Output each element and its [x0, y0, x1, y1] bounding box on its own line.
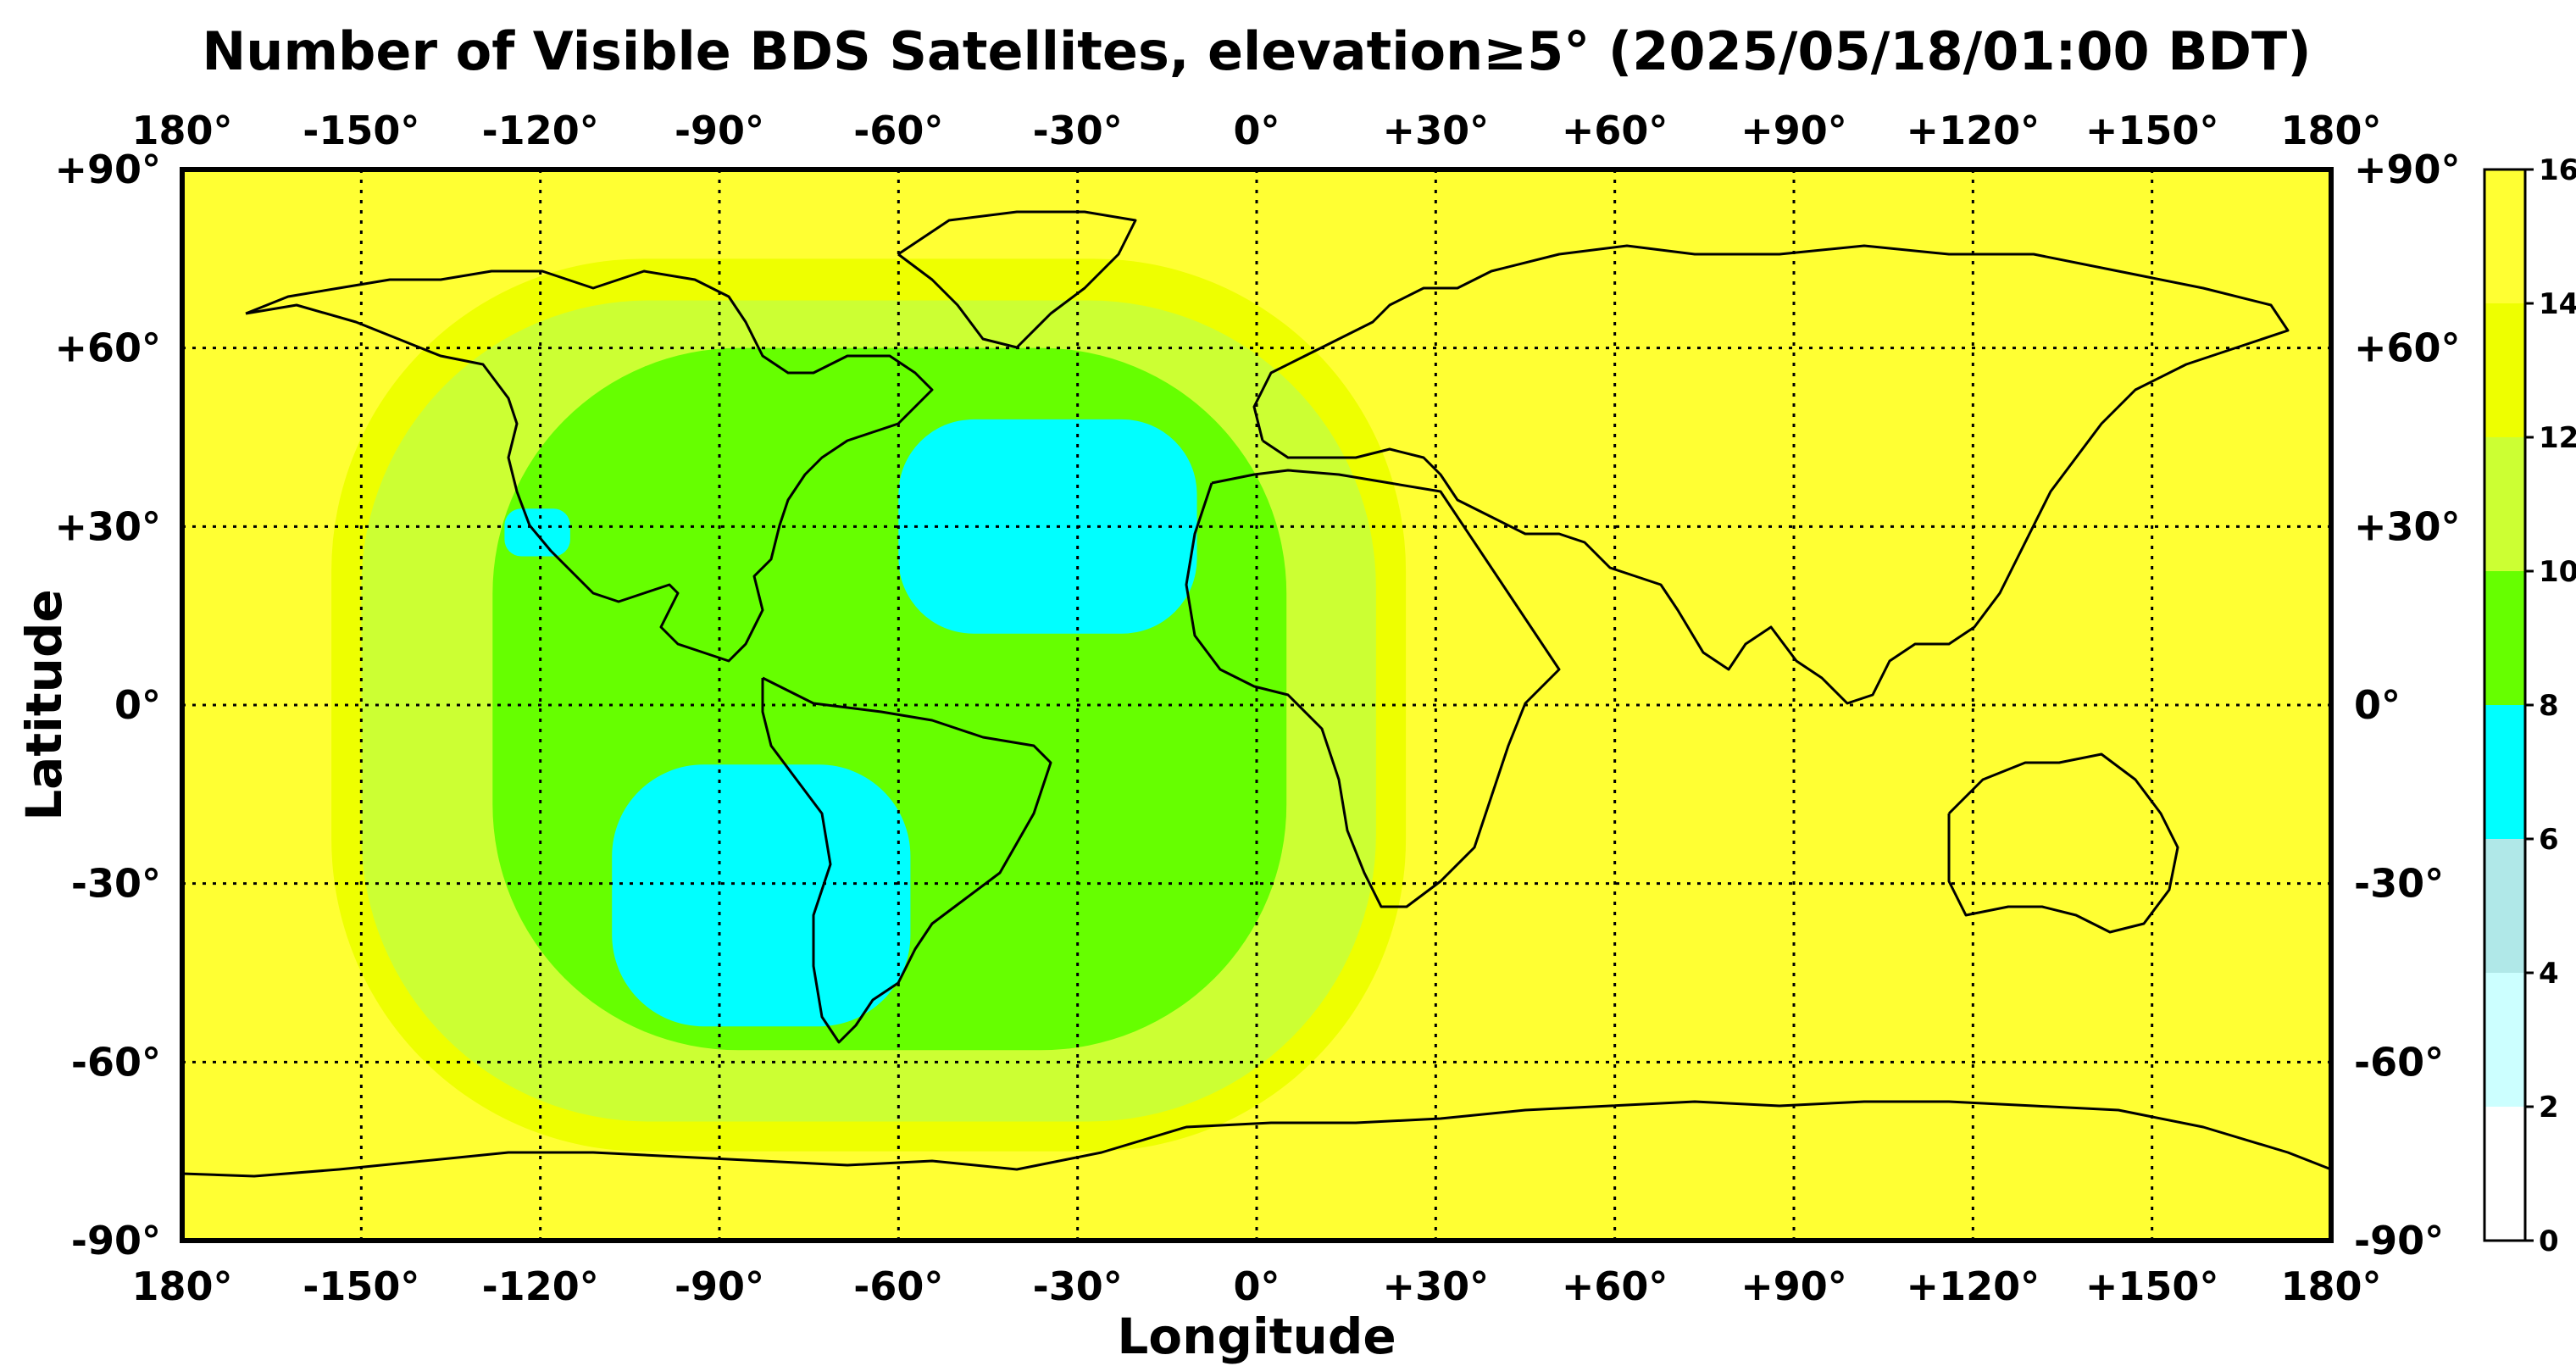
colorbar-tick-label: 12 — [2539, 421, 2576, 455]
left-lat-tick-label: +90° — [54, 147, 161, 192]
colorbar-tick-label: 8 — [2539, 689, 2559, 723]
top-lon-tick-label: 180° — [2280, 108, 2381, 153]
bottom-lon-tick-label: -150° — [303, 1263, 419, 1309]
visibility-region-6-8 — [612, 764, 911, 1027]
bottom-lon-tick-label: -30° — [1033, 1263, 1123, 1309]
left-lat-tick-label: -60° — [71, 1039, 161, 1085]
coastline-antarctica — [182, 1100, 2331, 1178]
colorbar-segment — [2484, 303, 2525, 437]
bottom-lon-tick-label: +150° — [2085, 1263, 2219, 1309]
colorbar-segment — [2484, 705, 2525, 839]
top-lon-tick-label: 0° — [1233, 108, 1280, 153]
visibility-regions — [331, 258, 1407, 1152]
visibility-region-6-8 — [504, 508, 570, 557]
bottom-lon-tick-label: 0° — [1233, 1263, 1280, 1309]
colorbar-segment — [2484, 839, 2525, 973]
colorbar-tick-label: 6 — [2539, 823, 2559, 857]
colorbar-segment — [2484, 1107, 2525, 1241]
left-lat-tick-label: +60° — [54, 325, 161, 371]
colorbar-tick-label: 0 — [2539, 1224, 2559, 1258]
top-lon-tick-label: +30° — [1383, 108, 1490, 153]
coastline-europe-asia — [1252, 244, 2290, 705]
bottom-lon-tick-label: -90° — [675, 1263, 764, 1309]
top-lon-tick-label: +60° — [1562, 108, 1668, 153]
bottom-lon-tick-label: +120° — [1907, 1263, 2040, 1309]
colorbar-tick-label: 16 — [2539, 153, 2576, 187]
top-lon-tick-label: -90° — [675, 108, 764, 153]
top-lon-tick-label: -150° — [303, 108, 419, 153]
top-lon-tick-label: 180° — [131, 108, 232, 153]
right-lat-tick-label: +30° — [2354, 503, 2461, 549]
top-lon-tick-label: -60° — [853, 108, 943, 153]
right-lat-tick-label: -90° — [2354, 1218, 2444, 1263]
colorbar-tick-label: 4 — [2539, 957, 2559, 991]
bottom-lon-tick-label: 180° — [2280, 1263, 2381, 1309]
y-axis-label: Latitude — [15, 589, 73, 821]
right-lat-tick-label: -30° — [2354, 861, 2444, 907]
top-lon-tick-label: -30° — [1033, 108, 1123, 153]
left-lat-tick-label: 0° — [114, 682, 161, 728]
map-frame — [180, 167, 2334, 1243]
chart-title: Number of Visible BDS Satellites, elevat… — [202, 20, 2311, 82]
bottom-lon-tick-label: +60° — [1562, 1263, 1668, 1309]
right-lat-tick-label: -60° — [2354, 1039, 2444, 1085]
colorbar-segment — [2484, 571, 2525, 705]
colorbar-segment — [2484, 169, 2525, 303]
coastline-australia — [1947, 752, 2179, 934]
coastline-south-america — [761, 676, 1052, 1044]
right-lat-tick-label: +90° — [2354, 147, 2461, 192]
bottom-lon-tick-label: +90° — [1740, 1263, 1847, 1309]
x-axis-label: Longitude — [1117, 1308, 1396, 1365]
top-lon-tick-label: +90° — [1740, 108, 1847, 153]
colorbar-segment — [2484, 973, 2525, 1107]
bottom-lon-tick-label: +30° — [1383, 1263, 1490, 1309]
coastlines — [182, 210, 2331, 1178]
colorbar-segment — [2484, 437, 2525, 571]
axis-ticks: 180° 180° -150° -150° -120° -120° -90° -90° -60°… — [54, 108, 2460, 1309]
colorbar-tick-label: 2 — [2539, 1091, 2559, 1124]
colorbar: 0 2 4 6 8 10 12 14 16 — [2483, 153, 2576, 1258]
right-lat-tick-label: 0° — [2354, 682, 2401, 728]
top-lon-tick-label: +150° — [2085, 108, 2219, 153]
top-lon-tick-label: -120° — [482, 108, 599, 153]
colorbar-tick-label: 10 — [2539, 555, 2576, 589]
bottom-lon-tick-label: 180° — [131, 1263, 232, 1309]
right-lat-tick-label: +60° — [2354, 325, 2461, 371]
left-lat-tick-label: -30° — [71, 861, 161, 907]
coastline-greenland — [897, 210, 1137, 349]
top-lon-tick-label: +120° — [1907, 108, 2040, 153]
map-plot — [182, 169, 2331, 1241]
coastline-africa — [1185, 469, 1561, 908]
left-lat-tick-label: -90° — [71, 1218, 161, 1263]
coastline-north-america — [245, 269, 934, 663]
graticule — [182, 169, 2331, 1241]
left-lat-tick-label: +30° — [54, 503, 161, 549]
bottom-lon-tick-label: -120° — [482, 1263, 599, 1309]
colorbar-tick-label: 14 — [2539, 287, 2576, 321]
bottom-lon-tick-label: -60° — [853, 1263, 943, 1309]
